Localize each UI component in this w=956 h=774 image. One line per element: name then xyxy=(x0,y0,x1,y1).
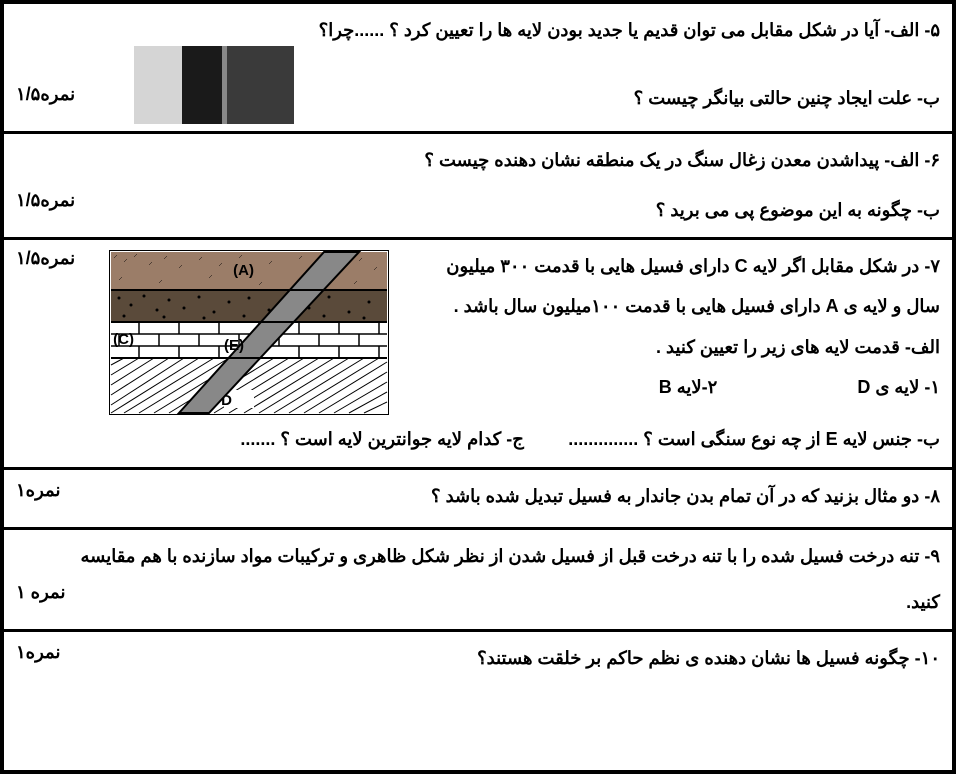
q8-score: ۱نمره xyxy=(16,480,60,501)
q5-score: ۱/۵نمره xyxy=(16,84,75,105)
q7-score: ۱/۵نمره xyxy=(16,248,75,269)
question-6: ۶- الف- پیداشدن معدن زغال سنگ در یک منطق… xyxy=(4,134,952,240)
q5-part-a: ۵- الف- آیا در شکل مقابل می توان قدیم یا… xyxy=(16,14,940,46)
question-10: ۱۰- چگونه فسیل ها نشان دهنده ی نظم حاکم … xyxy=(4,632,952,692)
q8-text: ۸- دو مثال بزنید که در آن تمام بدن جاندا… xyxy=(16,480,940,512)
q7-part-a: الف- قدمت لایه های زیر را تعیین کنید . xyxy=(390,331,940,363)
question-9: ۹- تنه درخت فسیل شده را با تنه درخت قبل … xyxy=(4,530,952,632)
svg-text:(A): (A) xyxy=(233,262,254,279)
q6-score: ۱/۵نمره xyxy=(16,190,75,211)
q7-item1: ۱- لایه ی D xyxy=(857,371,940,403)
svg-text:(C): (C) xyxy=(113,331,134,348)
q7-intro: ۷- در شکل مقابل اگر لایه C دارای فسیل ها… xyxy=(390,250,940,282)
q7-item2: ۲-لایه B xyxy=(659,371,718,403)
exam-container: ۵- الف- آیا در شکل مقابل می توان قدیم یا… xyxy=(0,0,956,774)
q6-part-a: ۶- الف- پیداشدن معدن زغال سنگ در یک منطق… xyxy=(16,144,940,176)
q5-image xyxy=(134,46,294,124)
q7-geology-diagram: (A) (B) xyxy=(109,250,389,415)
q9-score: ۱ نمره xyxy=(16,582,65,603)
q9-line2: کنید. xyxy=(16,586,940,618)
q9-line1: ۹- تنه درخت فسیل شده را با تنه درخت قبل … xyxy=(16,540,940,572)
q7-line2: سال و لایه ی A دارای فسیل هایی با قدمت ۱… xyxy=(390,290,940,322)
svg-text:(E): (E) xyxy=(224,337,244,354)
q10-text: ۱۰- چگونه فسیل ها نشان دهنده ی نظم حاکم … xyxy=(16,642,940,674)
q7-part-c: ج- کدام لایه جوانترین لایه است ؟ ....... xyxy=(240,429,523,449)
question-5: ۵- الف- آیا در شکل مقابل می توان قدیم یا… xyxy=(4,4,952,134)
q10-score: ۱نمره xyxy=(16,642,60,663)
question-8: ۸- دو مثال بزنید که در آن تمام بدن جاندا… xyxy=(4,470,952,530)
q7-part-b: ب- جنس لایه E از چه نوع سنگی است ؟ .....… xyxy=(568,429,940,449)
question-7: ۱/۵نمره ۷- در شکل مقابل اگر لایه C دارای… xyxy=(4,240,952,470)
q6-part-b: ب- چگونه به این موضوع پی می برید ؟ xyxy=(16,194,940,226)
